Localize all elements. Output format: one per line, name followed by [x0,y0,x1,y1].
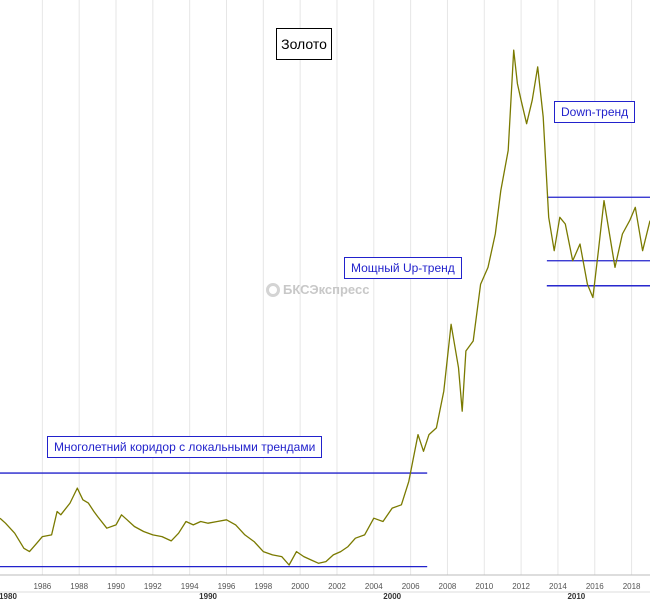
x-tick-label-1996: 1996 [218,582,236,591]
x-tick-label-2006: 2006 [402,582,420,591]
x-tick-label-1988: 1988 [70,582,88,591]
watermark-text: БКСЭкспресс [283,282,370,297]
decade-label-2010: 2010 [567,592,585,600]
price-series-line-0 [0,49,650,566]
corridor-annotation: Многолетний коридор с локальными трендам… [47,436,323,458]
x-tick-label-1990: 1990 [107,582,125,591]
x-tick-label-1992: 1992 [144,582,162,591]
bks-logo-icon [266,282,280,297]
x-tick-label-2008: 2008 [439,582,457,591]
x-tick-label-2002: 2002 [328,582,346,591]
x-tick-label-1994: 1994 [181,582,199,591]
x-tick-label-2000: 2000 [291,582,309,591]
chart-title: Золото [276,28,332,60]
decade-label-2000: 2000 [383,592,401,600]
x-tick-label-2014: 2014 [549,582,567,591]
decade-label-1990: 1990 [199,592,217,600]
downtrend-annotation: Down-тренд [554,101,636,123]
x-tick-label-1998: 1998 [254,582,272,591]
x-tick-label-2012: 2012 [512,582,530,591]
watermark: БКСЭкспресс [266,282,369,297]
decade-label-1980: 1980 [0,592,17,600]
x-tick-label-1986: 1986 [33,582,51,591]
x-tick-label-2010: 2010 [475,582,493,591]
x-tick-label-2018: 2018 [623,582,641,591]
uptrend-annotation: Мощный Up-тренд [344,257,462,279]
x-tick-label-2004: 2004 [365,582,383,591]
x-tick-label-2016: 2016 [586,582,604,591]
